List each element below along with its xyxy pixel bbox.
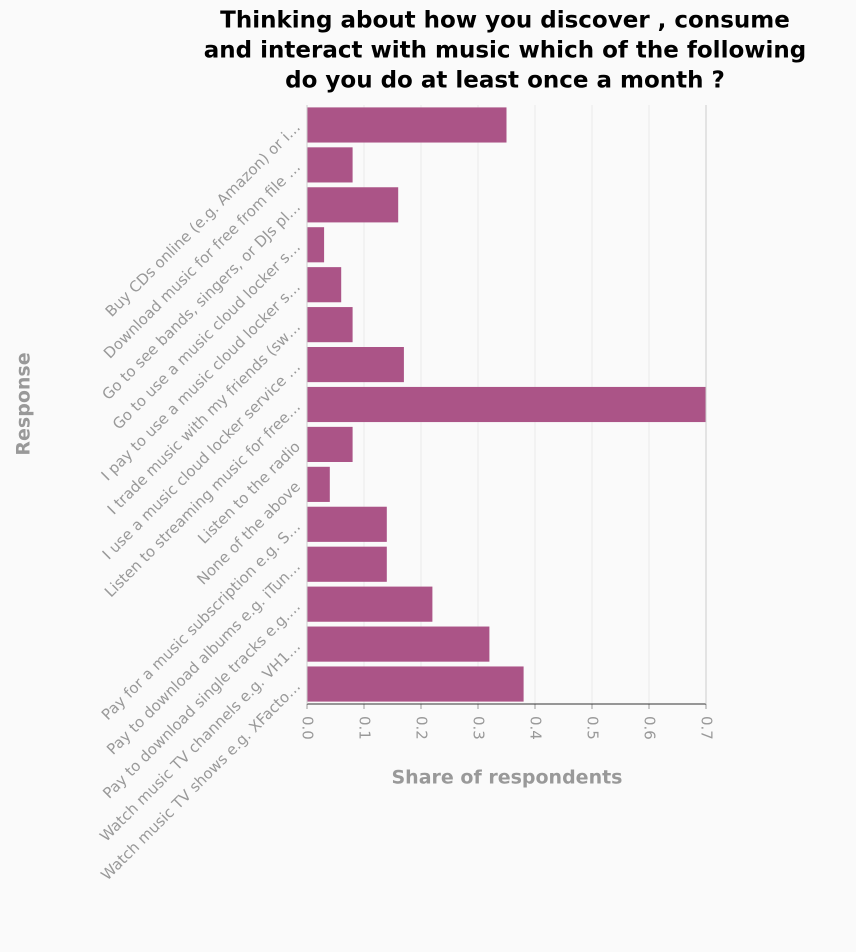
chart-title: and interact with music which of the fol… (204, 38, 806, 64)
x-tick-label: 0.5 (584, 716, 602, 740)
y-axis-label: Response (13, 352, 35, 455)
x-tick-label: 0.4 (527, 716, 545, 740)
bar (307, 307, 353, 343)
bar (307, 586, 433, 622)
bar (307, 227, 325, 263)
bar (307, 267, 342, 303)
x-tick-label: 0.6 (641, 716, 659, 740)
chart-title: Thinking about how you discover , consum… (220, 8, 790, 34)
x-tick-label: 0.3 (470, 716, 488, 740)
x-tick-label: 0.0 (299, 716, 317, 740)
bar (307, 187, 399, 223)
x-tick-label: 0.1 (356, 716, 374, 740)
x-axis-label: Share of respondents (392, 767, 623, 789)
bar (307, 386, 706, 423)
bar (307, 147, 353, 183)
chart-title: do you do at least once a month ? (285, 68, 725, 94)
bar (307, 506, 387, 542)
bar (307, 346, 404, 383)
x-tick-label: 0.2 (413, 716, 431, 740)
bar (307, 107, 507, 143)
bar (307, 466, 330, 502)
bar (307, 666, 524, 702)
bar (307, 426, 353, 463)
x-tick-label: 0.7 (698, 716, 716, 740)
bar (307, 626, 490, 662)
bar (307, 546, 387, 582)
